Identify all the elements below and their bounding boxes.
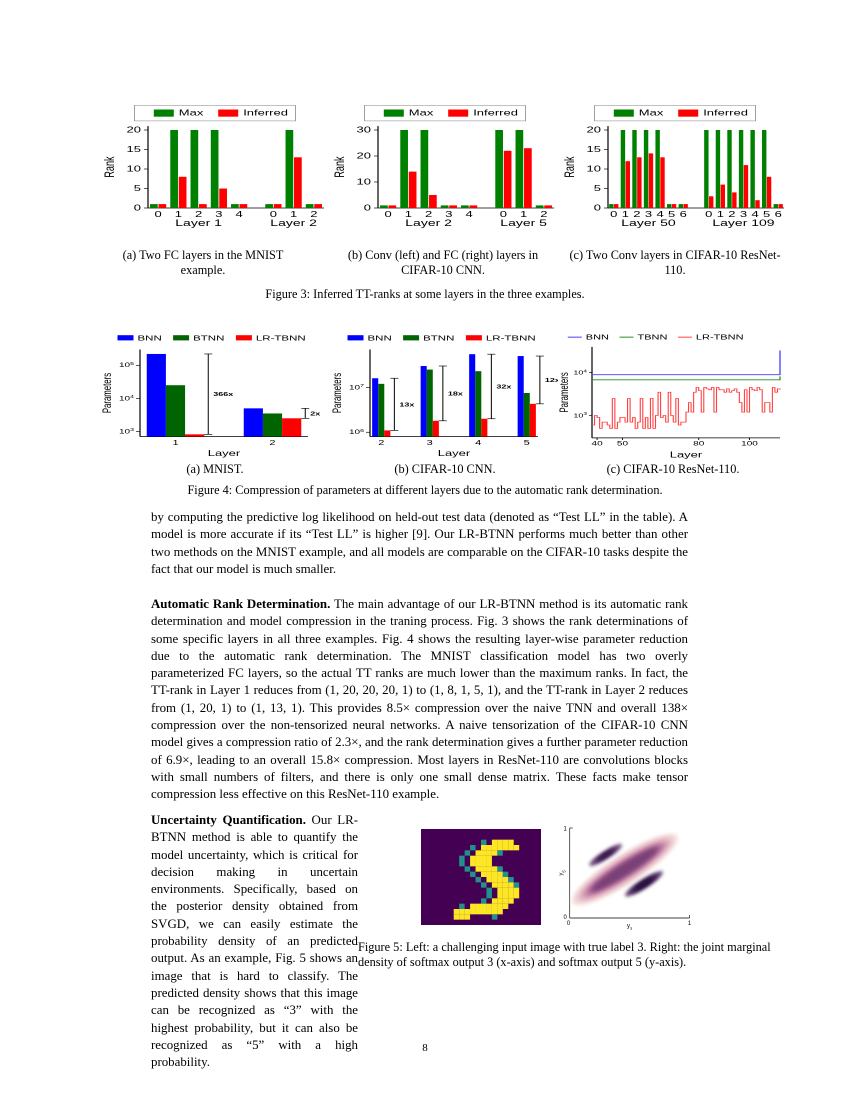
- svg-text:15: 15: [127, 145, 141, 154]
- svg-text:Inferred: Inferred: [243, 109, 288, 118]
- svg-text:Inferred: Inferred: [703, 109, 748, 118]
- svg-text:6: 6: [680, 210, 687, 219]
- svg-text:10: 10: [587, 165, 601, 174]
- svg-text:10: 10: [127, 165, 141, 174]
- svg-text:0: 0: [385, 210, 392, 219]
- svg-text:32x: 32x: [496, 383, 512, 390]
- svg-text:BTNN: BTNN: [423, 334, 454, 342]
- svg-text:6: 6: [775, 210, 782, 219]
- svg-text:30: 30: [357, 126, 371, 135]
- svg-text:BTNN: BTNN: [193, 334, 224, 342]
- svg-text:20: 20: [357, 152, 371, 161]
- svg-text:10: 10: [357, 178, 371, 187]
- svg-text:1: 1: [172, 439, 178, 447]
- svg-text:Parameters: Parameters: [559, 372, 572, 412]
- svg-text:18x: 18x: [448, 390, 464, 397]
- svg-text:2: 2: [269, 439, 275, 447]
- svg-text:366x: 366x: [213, 391, 234, 398]
- svg-text:5: 5: [594, 184, 601, 193]
- svg-text:3: 3: [427, 439, 433, 447]
- svg-text:Layer 2: Layer 2: [405, 218, 452, 229]
- svg-text:Inferred: Inferred: [473, 109, 518, 118]
- svg-text:2x: 2x: [310, 410, 321, 417]
- svg-text:Rank: Rank: [101, 156, 118, 177]
- svg-text:4: 4: [236, 210, 243, 219]
- svg-text:Layer: Layer: [208, 449, 241, 458]
- svg-text:1: 1: [564, 826, 567, 832]
- svg-text:2: 2: [378, 439, 384, 447]
- svg-text:0: 0: [364, 204, 371, 213]
- svg-text:TBNN: TBNN: [638, 334, 668, 342]
- svg-text:0: 0: [134, 204, 141, 213]
- svg-text:1: 1: [688, 921, 691, 927]
- svg-text:Max: Max: [179, 109, 204, 118]
- svg-text:20: 20: [587, 126, 601, 135]
- svg-text:Max: Max: [639, 109, 664, 118]
- svg-text:0: 0: [594, 204, 601, 213]
- svg-text:Layer: Layer: [438, 449, 471, 458]
- svg-text:Max: Max: [409, 109, 434, 118]
- svg-text:80: 80: [693, 440, 704, 448]
- svg-text:0: 0: [705, 210, 712, 219]
- svg-text:BNN: BNN: [138, 334, 162, 342]
- svg-text:Rank: Rank: [561, 156, 578, 177]
- svg-text:4: 4: [475, 439, 481, 447]
- svg-text:Parameters: Parameters: [102, 373, 115, 413]
- svg-text:5: 5: [524, 439, 530, 447]
- svg-text:LR-TBNN: LR-TBNN: [696, 334, 744, 342]
- svg-text:100: 100: [741, 440, 758, 448]
- svg-text:BNN: BNN: [586, 334, 609, 342]
- svg-text:Layer 109: Layer 109: [712, 218, 774, 229]
- svg-text:0: 0: [610, 210, 617, 219]
- svg-text:Layer 2: Layer 2: [270, 218, 317, 229]
- svg-text:Layer: Layer: [670, 450, 703, 459]
- svg-text:Layer 1: Layer 1: [175, 218, 222, 229]
- svg-text:LR-TBNN: LR-TBNN: [256, 334, 306, 342]
- svg-text:Layer 5: Layer 5: [500, 218, 547, 229]
- svg-text:Parameters: Parameters: [332, 373, 345, 413]
- svg-text:50: 50: [617, 440, 628, 448]
- svg-text:5: 5: [134, 184, 141, 193]
- svg-text:Layer 50: Layer 50: [621, 218, 676, 229]
- svg-text:LR-TBNN: LR-TBNN: [486, 334, 536, 342]
- svg-text:BNN: BNN: [368, 334, 392, 342]
- svg-text:4: 4: [466, 210, 473, 219]
- svg-text:40: 40: [592, 440, 603, 448]
- svg-text:Rank: Rank: [331, 156, 348, 177]
- svg-text:20: 20: [127, 126, 141, 135]
- svg-text:0: 0: [155, 210, 162, 219]
- svg-text:15: 15: [587, 145, 601, 154]
- svg-text:13x: 13x: [399, 401, 415, 408]
